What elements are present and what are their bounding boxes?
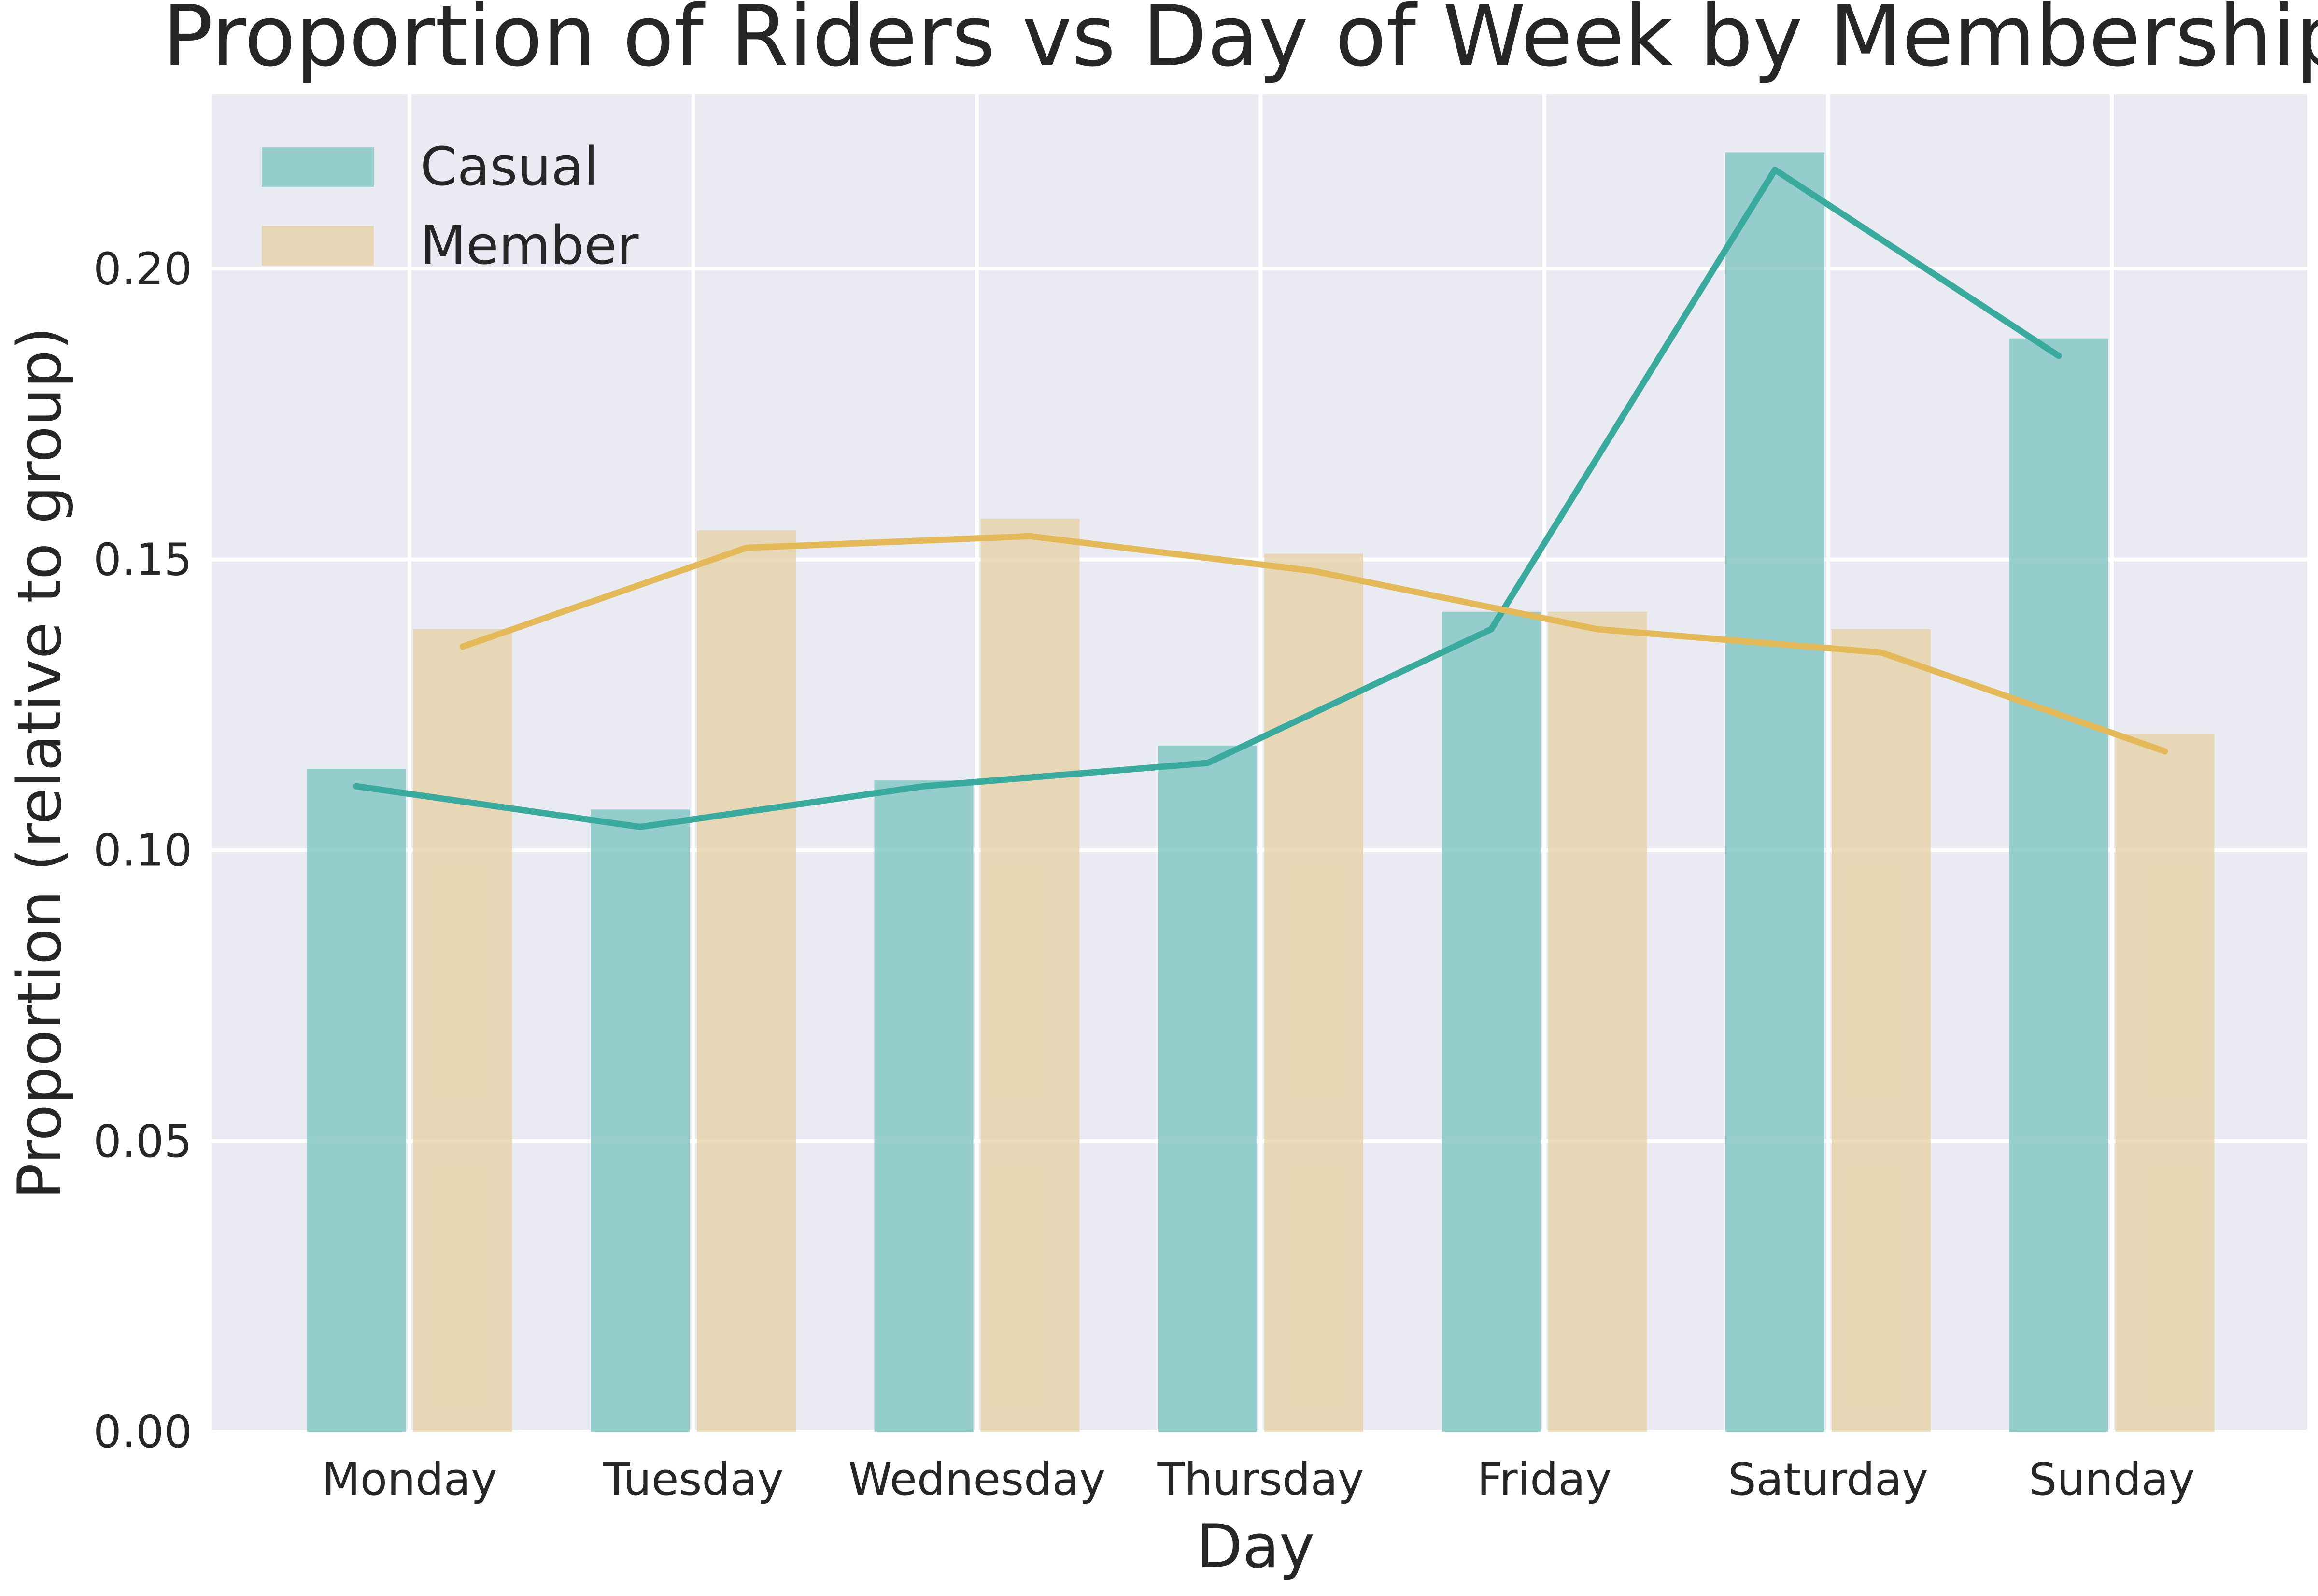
legend-label-casual: Casual	[420, 136, 598, 198]
line-casual	[353, 167, 2062, 830]
line-member	[459, 533, 2168, 755]
y-tick-label: 0.05	[93, 1116, 192, 1167]
grid-lines	[212, 94, 2307, 1434]
bar-member-wednesday	[980, 519, 1080, 1432]
chart-title: Proportion of Riders vs Day of Week by M…	[162, 0, 2318, 85]
y-tick-label: 0.10	[93, 825, 192, 876]
bar-casual-monday	[307, 769, 406, 1432]
y-tick-label: 0.00	[93, 1406, 192, 1458]
x-tick-label: Saturday	[1728, 1454, 1928, 1505]
x-axis-ticks: Monday Tuesday Wednesday Thursday Friday Satu…	[322, 1454, 2195, 1505]
legend-swatch-member	[262, 226, 374, 266]
bar-member-tuesday	[697, 530, 796, 1432]
x-tick-label: Sunday	[2029, 1454, 2195, 1505]
bar-casual-wednesday	[874, 780, 974, 1432]
legend-label-member: Member	[420, 214, 639, 276]
bar-casual-tuesday	[591, 809, 690, 1432]
legend: Casual Member	[262, 136, 639, 276]
y-axis-ticks: 0.00 0.05 0.10 0.15 0.20	[93, 243, 192, 1458]
legend-swatch-casual	[262, 147, 374, 187]
bar-member-friday	[1548, 611, 1647, 1432]
y-tick-label: 0.15	[93, 534, 192, 585]
x-tick-label: Wednesday	[848, 1454, 1106, 1505]
x-tick-label: Monday	[322, 1454, 497, 1505]
series-lines	[353, 167, 2168, 830]
x-axis-label: Day	[1197, 1512, 1315, 1582]
x-tick-label: Tuesday	[602, 1454, 783, 1505]
y-axis-label: Proportion (relative to group)	[5, 326, 75, 1199]
x-tick-label: Friday	[1477, 1454, 1612, 1505]
bar-casual-thursday	[1158, 745, 1257, 1432]
x-tick-label: Thursday	[1157, 1454, 1364, 1505]
y-tick-label: 0.20	[93, 243, 192, 295]
bar-casual-sunday	[2009, 338, 2108, 1432]
bars	[307, 152, 2215, 1432]
bar-member-saturday	[1832, 629, 1931, 1432]
bar-member-thursday	[1264, 553, 1363, 1432]
bar-member-sunday	[2115, 734, 2215, 1432]
bar-member-monday	[413, 629, 512, 1432]
bar-casual-saturday	[1725, 152, 1824, 1432]
bar-casual-friday	[1442, 611, 1541, 1432]
